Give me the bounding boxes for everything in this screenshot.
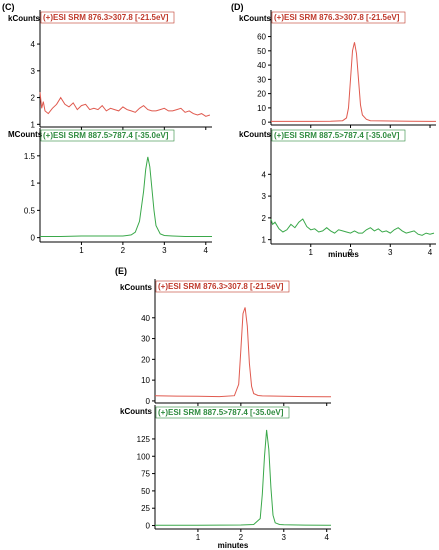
y-unit-label: kCounts <box>120 407 153 416</box>
y-tick-label: 20 <box>141 355 150 364</box>
x-tick-label: 2 <box>348 248 353 257</box>
y-tick-label: 4 <box>31 40 36 49</box>
y-tick-label: 30 <box>141 335 150 344</box>
y-tick-label: 2 <box>262 214 267 223</box>
x-tick-label: 3 <box>162 246 167 255</box>
x-tick-label: 4 <box>428 248 433 257</box>
x-tick-label: 2 <box>239 533 244 542</box>
trace-label: (+)ESI SRM 887.5>787.4 [-35.0eV] <box>43 131 169 140</box>
trace-label-box <box>40 129 175 142</box>
y-tick-label: 1.5 <box>24 152 36 161</box>
y-tick-label: 60 <box>257 33 266 42</box>
x-tick-label: 2 <box>121 246 126 255</box>
x-axis-label: minutes <box>218 541 249 550</box>
y-tick-label: 3 <box>262 192 267 201</box>
y-tick-label: 40 <box>141 314 150 323</box>
trace-label-box <box>271 11 406 24</box>
y-tick-label: 125 <box>137 435 151 444</box>
y-tick-label: 75 <box>141 470 150 479</box>
y-tick-label: 25 <box>141 504 150 513</box>
x-tick-label: 3 <box>388 248 393 257</box>
y-tick-label: 100 <box>137 452 151 461</box>
y-unit-label: kCounts <box>239 130 272 139</box>
trace-label-box <box>155 406 290 419</box>
x-tick-label: 3 <box>282 533 287 542</box>
y-tick-label: 10 <box>257 104 266 113</box>
trace-label: (+)ESI SRM 876.3>307.8 [-21.5eV] <box>274 13 400 22</box>
y-tick-label: 50 <box>141 487 150 496</box>
y-tick-label: 1 <box>31 120 36 129</box>
green-chromatogram-trace <box>270 218 435 236</box>
x-tick-label: 1 <box>309 248 314 257</box>
green-chromatogram-trace <box>40 156 212 237</box>
x-tick-label: 4 <box>204 246 209 255</box>
y-tick-label: 40 <box>257 61 266 70</box>
y-tick-label: 20 <box>257 90 266 99</box>
trace-label: (+)ESI SRM 876.3>307.8 [-21.5eV] <box>158 282 284 291</box>
y-unit-label: MCounts <box>8 130 43 139</box>
y-tick-label: 50 <box>257 47 266 56</box>
y-tick-label: 3 <box>31 67 36 76</box>
y-tick-label: 10 <box>141 376 150 385</box>
y-tick-label: 0.5 <box>24 206 36 215</box>
panel-label: (E) <box>115 266 127 276</box>
y-tick-label: 0 <box>146 397 151 406</box>
y-tick-label: 4 <box>262 170 267 179</box>
trace-label: (+)ESI SRM 876.3>307.8 [-21.5eV] <box>43 13 169 22</box>
trace-label: (+)ESI SRM 887.5>787.4 [-35.0eV] <box>274 131 400 140</box>
y-tick-label: 0 <box>31 234 36 243</box>
y-tick-label: 1 <box>31 179 36 188</box>
panel-label: (D) <box>231 2 244 12</box>
trace-label: (+)ESI SRM 887.5>787.4 [-35.0eV] <box>158 408 284 417</box>
y-tick-label: 2 <box>31 94 36 103</box>
red-chromatogram-trace <box>154 307 331 398</box>
y-tick-label: 0 <box>262 118 267 127</box>
y-unit-label: kCounts <box>239 14 272 23</box>
panel-label: (C) <box>2 2 15 12</box>
y-tick-label: 30 <box>257 75 266 84</box>
x-tick-label: 1 <box>196 533 201 542</box>
trace-label-box <box>271 129 406 142</box>
y-unit-label: kCounts <box>8 14 41 23</box>
y-unit-label: kCounts <box>120 283 153 292</box>
x-tick-label: 4 <box>324 533 329 542</box>
green-chromatogram-trace <box>155 429 331 526</box>
red-chromatogram-trace <box>39 92 211 117</box>
x-axis-label: minutes <box>328 250 359 259</box>
y-tick-label: 1 <box>262 236 267 245</box>
x-tick-label: 1 <box>79 246 84 255</box>
red-chromatogram-trace <box>271 42 436 122</box>
trace-label-box <box>40 11 175 24</box>
y-tick-label: 0 <box>146 522 151 531</box>
trace-label-box <box>155 280 290 293</box>
